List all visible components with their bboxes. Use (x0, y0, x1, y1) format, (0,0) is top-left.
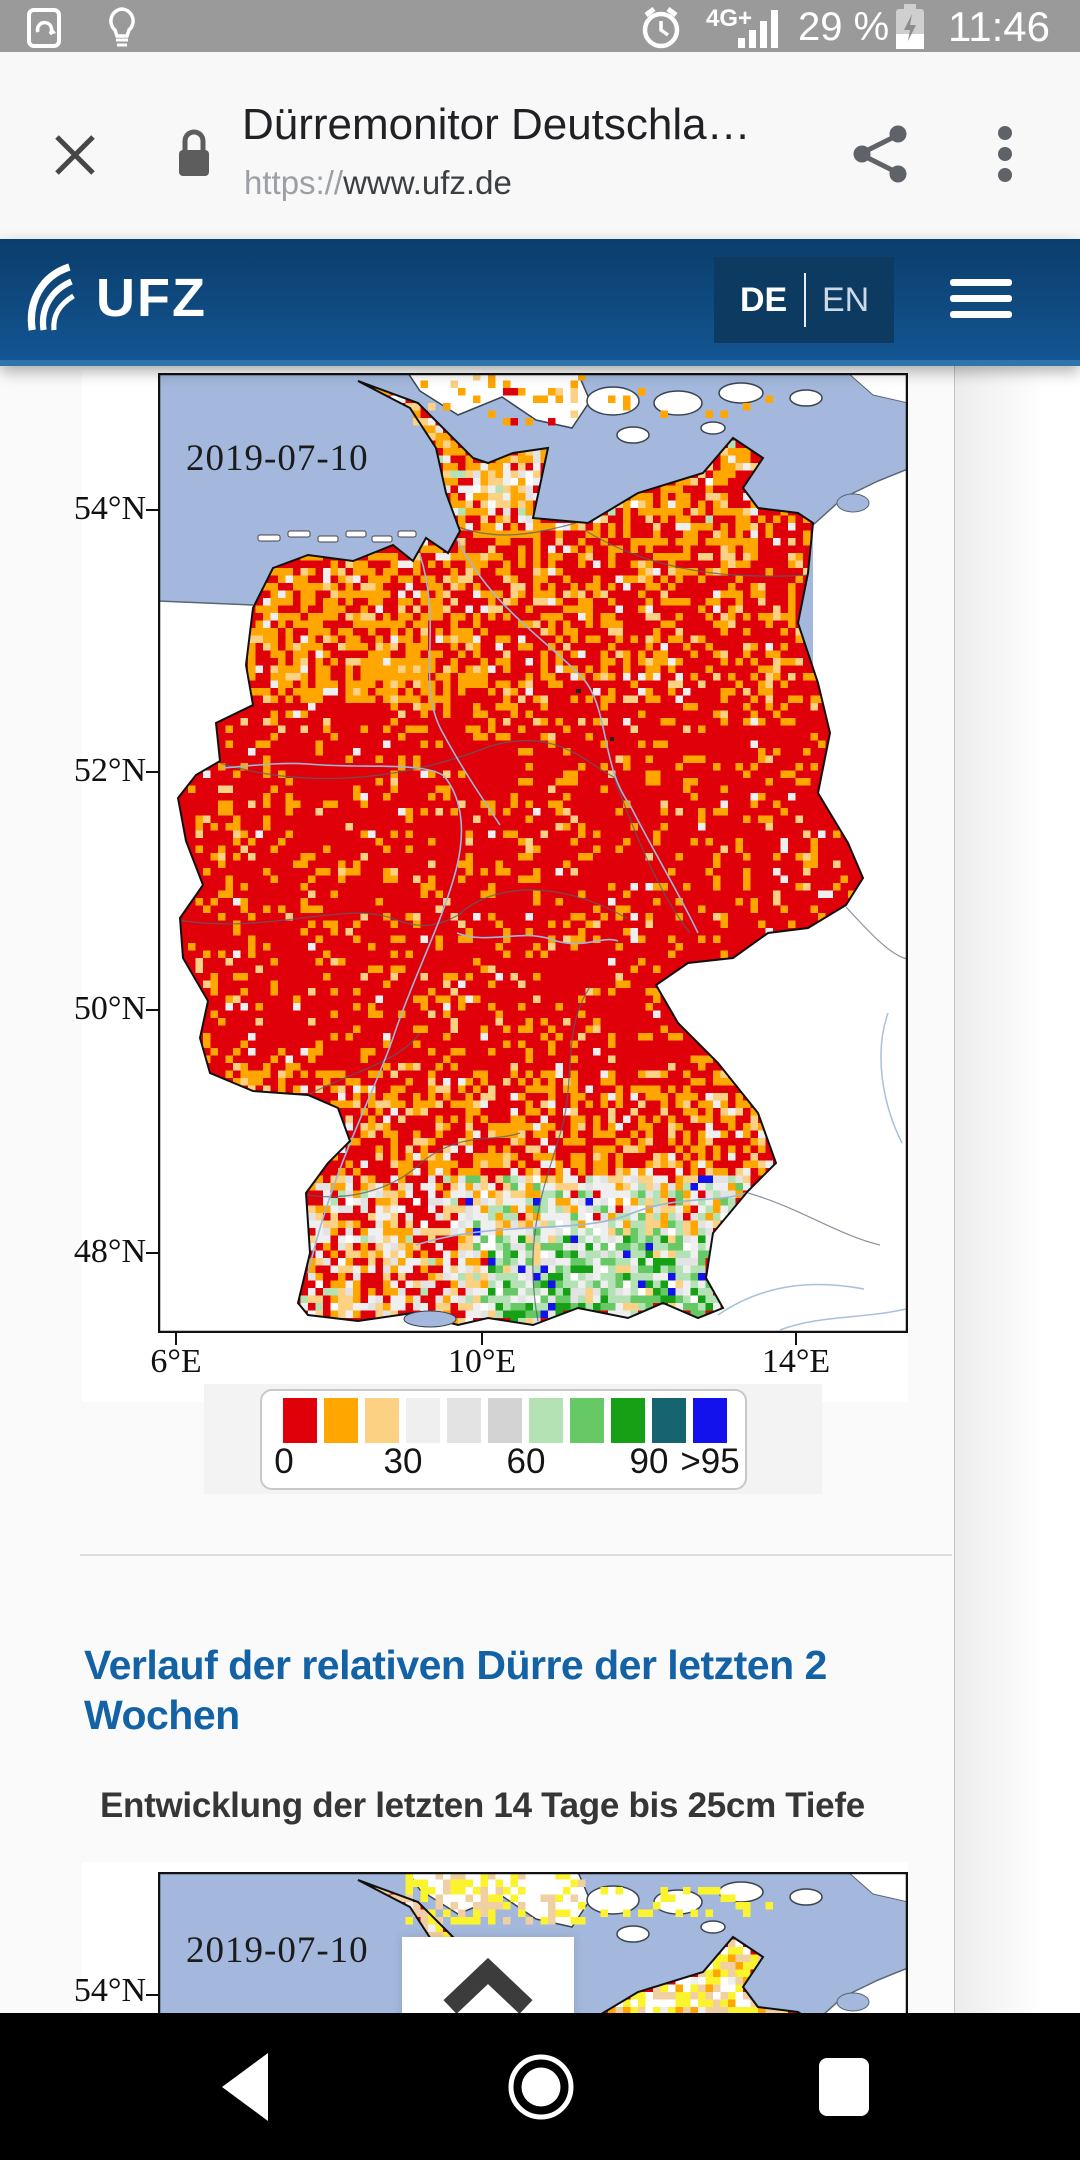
legend-swatch (447, 1398, 481, 1443)
menu-icon[interactable] (950, 279, 1012, 327)
legend-swatch (365, 1398, 399, 1443)
lon-label-14: 14°E (761, 1343, 831, 1380)
language-de[interactable]: DE (740, 281, 788, 319)
section-divider (80, 1554, 952, 1556)
trend-lat-tick (146, 1994, 158, 1996)
page-url: https://www.ufz.de (244, 164, 512, 202)
section-subheading: Entwicklung der letzten 14 Tage bis 25cm… (100, 1786, 865, 1825)
lon-tick (795, 1333, 797, 1345)
rotation-lock-icon (27, 8, 61, 48)
legend-swatch (529, 1398, 563, 1443)
network-type-label: 4G+ (706, 5, 753, 32)
flashlight-icon (109, 7, 135, 47)
alarm-icon (642, 7, 680, 49)
lat-label-50: 50°N (73, 990, 146, 1027)
lock-icon (179, 129, 209, 176)
chevron-up-icon (443, 1957, 533, 2013)
recents-icon[interactable] (818, 2057, 870, 2117)
lat-label-54: 54°N (73, 490, 146, 527)
legend-swatch (488, 1398, 522, 1443)
legend-label-95: >95 (680, 1442, 740, 1481)
lat-label-48: 48°N (73, 1233, 146, 1270)
lat-tick (146, 1252, 158, 1254)
legend-swatch (652, 1398, 686, 1443)
url-scheme: https:// (244, 164, 344, 201)
close-icon[interactable] (52, 132, 98, 178)
battery-charging-icon (896, 4, 924, 49)
legend-swatch (283, 1398, 317, 1443)
legend-label-30: 30 (383, 1442, 423, 1481)
signal-strength-icon (738, 10, 778, 48)
browser-toolbar: Dürremonitor Deutschla… https://www.ufz.… (0, 52, 1080, 240)
lat-tick (146, 771, 158, 773)
language-en[interactable]: EN (822, 281, 870, 319)
page-right-gutter (954, 366, 1080, 2013)
lat-tick (146, 1009, 158, 1011)
legend-swatch (324, 1398, 358, 1443)
legend-swatch (693, 1398, 727, 1443)
site-header: UFZ DE EN (0, 239, 1080, 366)
battery-percent-label: 29 % (798, 5, 890, 49)
share-icon[interactable] (850, 124, 910, 184)
ufz-logo-text[interactable]: UFZ (96, 268, 207, 328)
page-title: Dürremonitor Deutschla… (242, 100, 751, 149)
legend-label-60: 60 (506, 1442, 546, 1481)
language-separator (804, 273, 806, 327)
ufz-logo-icon (27, 263, 75, 331)
trend-lat-label-54: 54°N (73, 1972, 146, 2009)
map-date: 2019-07-10 (186, 438, 369, 479)
lon-label-10: 10°E (447, 1343, 517, 1380)
lon-label-6: 6°E (150, 1343, 202, 1380)
legend-swatch (406, 1398, 440, 1443)
android-nav-bar (0, 2013, 1080, 2160)
legend-swatch (611, 1398, 645, 1443)
lon-tick (481, 1333, 483, 1345)
lat-tick (146, 509, 158, 511)
back-icon[interactable] (218, 2051, 270, 2123)
language-switcher: DE EN (714, 257, 894, 343)
legend-label-0: 0 (274, 1442, 294, 1481)
legend-label-90: 90 (629, 1442, 669, 1481)
url-host: www.ufz.de (343, 164, 512, 201)
legend-swatch (570, 1398, 604, 1443)
trend-map-date: 2019-07-10 (186, 1930, 369, 1971)
lat-label-52: 52°N (73, 752, 146, 789)
status-bar: 4G+ 29 % 11:46 (0, 0, 1080, 52)
clock-label: 11:46 (948, 3, 1050, 50)
home-icon[interactable] (506, 2052, 576, 2122)
drought-map-image (158, 373, 908, 1333)
section-heading: Verlauf der relativen Dürre der letzten … (84, 1642, 827, 1739)
overflow-menu-icon[interactable] (996, 124, 1014, 184)
lon-tick (175, 1333, 177, 1345)
